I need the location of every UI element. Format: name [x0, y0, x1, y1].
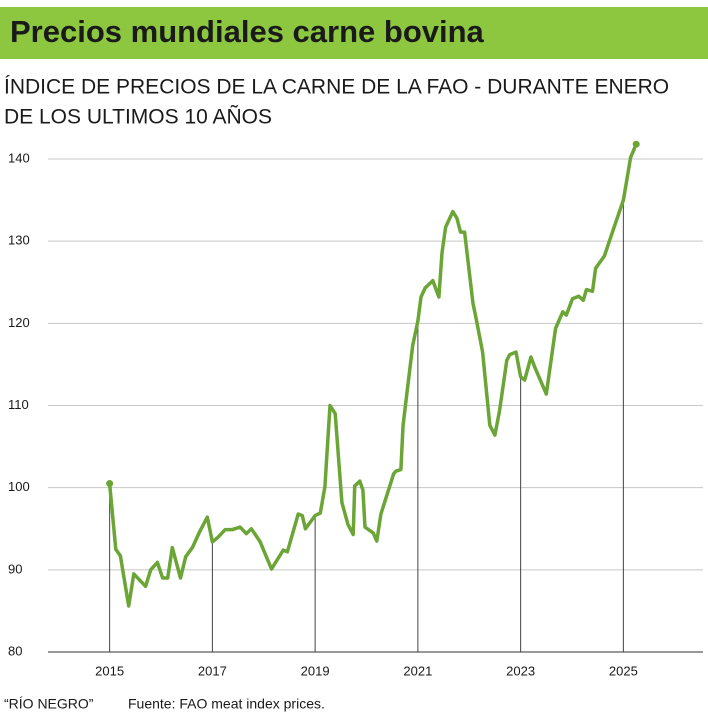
x-tick-label: 2019: [301, 663, 330, 678]
y-tick-label: 120: [8, 315, 30, 330]
title-banner: [0, 7, 708, 59]
price-line: [107, 142, 638, 608]
subtitle: ÍNDICE DE PRECIOS DE LA CARNE DE LA FAO …: [4, 76, 669, 99]
chart-title: Precios mundiales carne bovina: [10, 14, 485, 49]
end-point: [106, 480, 114, 488]
x-tick-label: 2015: [95, 663, 124, 678]
x-tick-label: 2021: [403, 663, 432, 678]
end-point: [632, 140, 640, 148]
source-credit: “RÍO NEGRO”: [4, 696, 94, 712]
y-tick-label: 100: [8, 479, 30, 494]
y-tick-label: 130: [8, 233, 30, 248]
y-tick-label: 90: [8, 561, 22, 576]
y-tick-label: 110: [8, 397, 29, 412]
y-tick-label: 80: [8, 643, 22, 658]
source-note: Fuente: FAO meat index prices.: [128, 696, 325, 712]
y-tick-label: 140: [8, 150, 30, 165]
subtitle: DE LOS ULTIMOS 10 AÑOS: [4, 105, 272, 129]
x-tick-label: 2023: [506, 663, 535, 678]
x-tick-label: 2025: [609, 663, 638, 678]
x-tick-label: 2017: [198, 663, 227, 678]
